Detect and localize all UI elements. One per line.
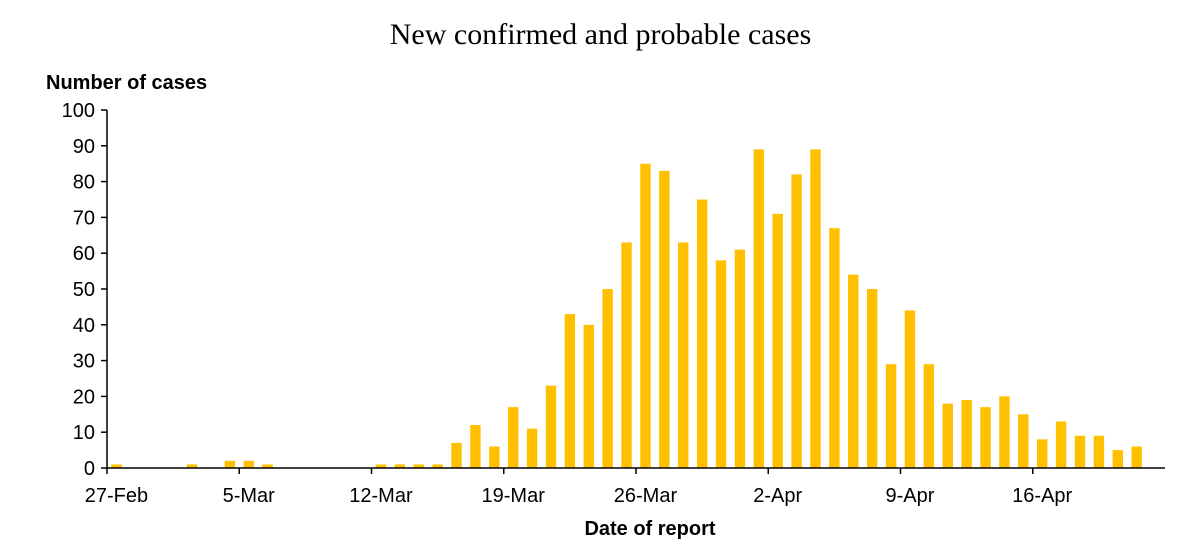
bar (885, 364, 897, 468)
bar (715, 260, 727, 468)
bar (243, 460, 254, 468)
bar (1037, 439, 1048, 468)
bar (111, 464, 122, 468)
bar (394, 464, 406, 468)
bar (262, 464, 273, 468)
bar (470, 425, 481, 468)
bar (942, 403, 953, 468)
y-tick-label: 0 (84, 458, 95, 480)
chart-title: New confirmed and probable cases (389, 18, 812, 51)
bar (753, 149, 764, 468)
bar (1093, 435, 1105, 468)
x-tick-label: 2-Apr (753, 485, 802, 507)
bar (451, 442, 462, 468)
y-tick-label: 100 (62, 100, 95, 122)
x-tick-label: 12-Mar (349, 485, 413, 507)
bar (829, 228, 840, 468)
bar (375, 464, 387, 468)
bar (1074, 435, 1086, 468)
bar (866, 289, 878, 468)
y-tick-label: 90 (73, 136, 95, 158)
plot-area (111, 149, 1142, 469)
y-tick-label: 40 (73, 315, 95, 337)
bar (432, 464, 443, 468)
bar (923, 364, 935, 468)
bar (545, 385, 557, 468)
bar (224, 460, 235, 468)
bar (1055, 421, 1067, 468)
x-tick-label: 9-Apr (885, 485, 934, 507)
y-tick-label: 10 (73, 422, 95, 444)
bar (791, 174, 802, 468)
bar (602, 289, 613, 468)
bar (734, 249, 746, 468)
bar (904, 310, 916, 468)
bar (696, 199, 708, 468)
bar (621, 242, 632, 468)
x-tick-label: 5-Mar (223, 485, 276, 507)
y-tick-label: 60 (73, 243, 95, 265)
bar (999, 396, 1010, 468)
y-tick-label: 30 (73, 351, 95, 373)
bar (489, 446, 500, 468)
x-tick-label: 27-Feb (85, 485, 148, 507)
x-axis: 27-Feb 5-Mar 12-Mar 19-Mar 26-Mar 2-Apr 9-Apr 1… (85, 467, 1165, 507)
bar (810, 149, 821, 468)
bar (1018, 414, 1029, 468)
y-tick-label: 20 (73, 386, 95, 408)
x-tick-label: 26-Mar (614, 485, 678, 507)
x-tick-label: 19-Mar (482, 485, 546, 507)
y-tick-label: 50 (73, 279, 95, 301)
x-tick-label: 16-Apr (1012, 485, 1072, 507)
bar (659, 170, 670, 469)
bar (186, 464, 198, 468)
y-tick-label: 80 (73, 172, 95, 194)
y-axis-title: Number of cases (46, 72, 207, 94)
bar (1112, 450, 1123, 468)
bar (526, 428, 538, 468)
bar (961, 399, 972, 468)
bar (583, 324, 594, 468)
x-axis-title: Date of report (584, 518, 715, 540)
bar (772, 213, 783, 468)
bar (678, 242, 689, 468)
y-axis: 0 10 20 30 40 50 60 70 80 90 100 (62, 100, 108, 480)
bar (413, 464, 424, 468)
bar (1131, 446, 1142, 468)
bar (508, 407, 519, 468)
bar (848, 274, 859, 468)
bar (980, 407, 991, 468)
y-tick-label: 70 (73, 207, 95, 229)
bar (564, 314, 576, 468)
bar (640, 163, 651, 468)
